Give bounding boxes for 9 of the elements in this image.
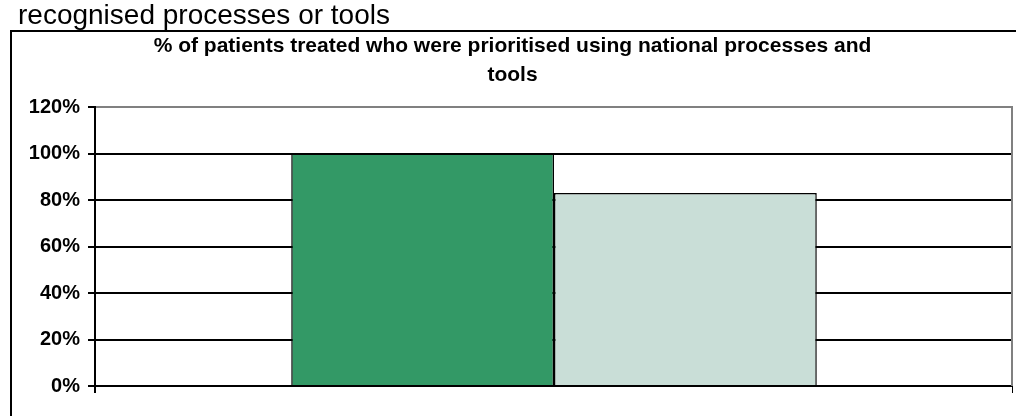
y-tick-label: 100% xyxy=(28,141,81,164)
y-tick-label: 40% xyxy=(39,280,81,303)
y-tick-label: 0% xyxy=(51,373,81,396)
y-tick-label: 120% xyxy=(28,94,81,117)
text: recognised processes or tools xyxy=(18,0,390,30)
y-tick-label: 60% xyxy=(39,234,81,257)
chart-title: % of patients treated who were prioritised using national processes and tools xyxy=(153,33,872,86)
y-tick-label: 80% xyxy=(39,187,81,210)
y-tick-label: 20% xyxy=(39,327,81,350)
